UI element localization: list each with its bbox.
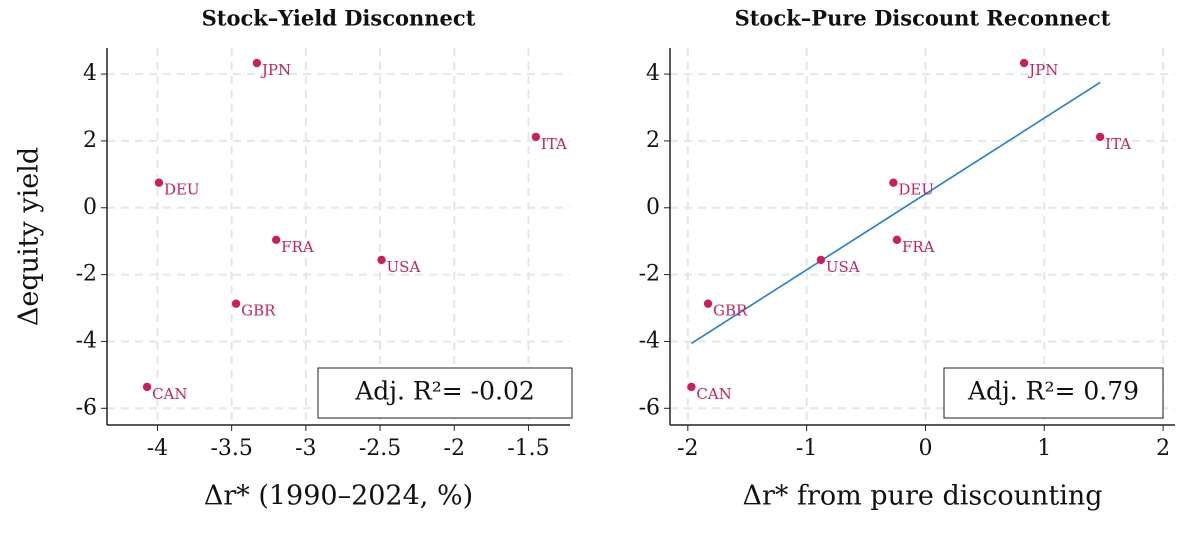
chart-title: Stock–Pure Discount Reconnect xyxy=(735,6,1111,31)
point xyxy=(154,178,164,187)
x-tick-label: -4 xyxy=(147,436,168,461)
x-axis-label: Δr* (1990–2024, %) xyxy=(204,481,473,512)
y-axis-label: Δequity yield xyxy=(14,147,45,326)
chart-title: Stock–Yield Disconnect xyxy=(202,6,476,31)
y-tick-label: 4 xyxy=(83,61,97,86)
x-tick-label: -2 xyxy=(444,436,465,461)
point-label: FRA xyxy=(902,238,935,256)
fit-line xyxy=(690,81,1101,345)
point xyxy=(531,132,541,142)
point-label: USA xyxy=(826,258,860,276)
point xyxy=(231,299,241,308)
y-tick-label: 4 xyxy=(646,61,660,86)
y-tick-label: -2 xyxy=(76,262,97,287)
y-tick-label: -6 xyxy=(76,395,97,420)
y-tick-label: 0 xyxy=(83,195,97,220)
x-tick-label: -3.5 xyxy=(210,436,252,461)
point-label: JPN xyxy=(260,61,291,79)
point xyxy=(1019,58,1029,68)
point xyxy=(142,382,152,392)
point xyxy=(271,235,281,245)
point-label: GBR xyxy=(713,302,748,320)
y-tick-label: 2 xyxy=(83,128,97,153)
y-tick-label: 2 xyxy=(646,128,660,153)
point-label: GBR xyxy=(241,302,276,320)
point-label: ITA xyxy=(1105,135,1131,153)
x-tick-label: -3 xyxy=(295,436,316,461)
point xyxy=(892,235,902,245)
x-tick-label: 2 xyxy=(1156,436,1170,461)
point xyxy=(703,299,713,308)
point-label: FRA xyxy=(281,238,314,256)
point xyxy=(377,255,386,265)
point xyxy=(252,58,262,68)
y-tick-label: -4 xyxy=(76,328,97,353)
point-label: DEU xyxy=(164,181,200,199)
point-label: CAN xyxy=(696,385,731,403)
point-label: ITA xyxy=(541,135,567,153)
y-tick-label: 0 xyxy=(646,195,660,220)
x-axis-label: Δr* from pure discounting xyxy=(742,481,1102,512)
point xyxy=(816,255,826,265)
annotation: Adj. R²= 0.79 xyxy=(967,377,1139,406)
point-label: DEU xyxy=(898,181,934,199)
y-tick-label: -2 xyxy=(639,262,660,287)
point xyxy=(889,178,898,187)
x-tick-label: -1 xyxy=(796,436,817,461)
x-tick-label: -2 xyxy=(677,436,698,461)
point xyxy=(1095,132,1105,142)
annotation: Adj. R²= -0.02 xyxy=(354,377,535,406)
x-tick-label: -1.5 xyxy=(507,436,549,461)
point xyxy=(687,382,696,392)
x-tick-label: 1 xyxy=(1037,436,1051,461)
y-tick-label: -4 xyxy=(639,328,660,353)
x-tick-label: 0 xyxy=(918,436,932,461)
annotation-box xyxy=(943,367,1164,419)
point-label: CAN xyxy=(152,385,187,403)
point-label: USA xyxy=(387,258,421,276)
y-tick-label: -6 xyxy=(639,395,660,420)
annotation-box xyxy=(317,367,573,419)
point-label: JPN xyxy=(1027,61,1058,79)
x-tick-label: -2.5 xyxy=(359,436,401,461)
